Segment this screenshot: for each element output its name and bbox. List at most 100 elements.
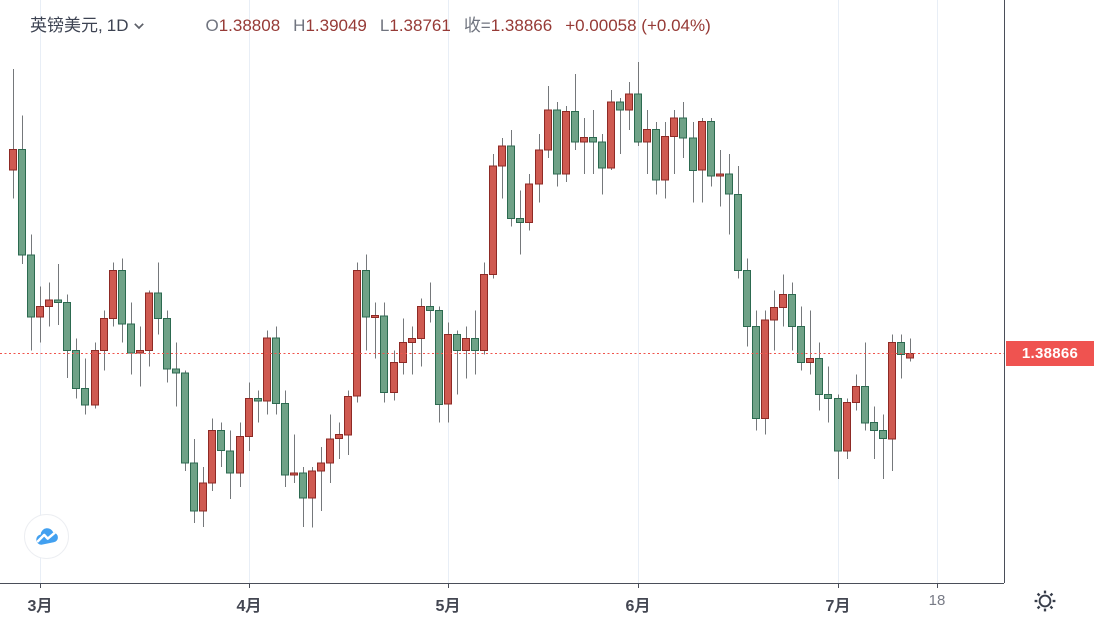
candle-down [380, 315, 388, 393]
candle-up [462, 338, 470, 352]
candle-down [226, 450, 234, 474]
candle-down [435, 310, 443, 405]
symbol-separator: , [98, 16, 103, 35]
candle-up [670, 117, 678, 137]
candle-up [317, 462, 325, 472]
candle-down [824, 394, 832, 400]
candle-down [707, 120, 715, 177]
candle-up [535, 149, 543, 185]
candle-up [208, 430, 216, 484]
candle-down [63, 302, 71, 352]
close-value: 1.38866 [490, 16, 553, 35]
low-label: L [379, 16, 390, 35]
candle-up [888, 342, 896, 440]
candle-down [634, 93, 642, 143]
candle-down [725, 173, 733, 195]
candle-up [326, 438, 334, 464]
chevron-down-icon[interactable] [133, 22, 145, 30]
candle-up [843, 402, 851, 452]
time-axis-label: 4月 [236, 598, 262, 615]
low-readout: L1.38761 [380, 16, 451, 36]
time-axis-label: 18 [928, 592, 946, 609]
candle-down [679, 117, 687, 139]
high-value: 1.39049 [305, 16, 367, 35]
candle-down [743, 269, 751, 327]
candle-down [181, 372, 189, 464]
candle-up [290, 472, 298, 476]
candle-up [562, 111, 570, 175]
time-axis-tick [937, 584, 938, 588]
time-axis-label: 7月 [825, 598, 851, 615]
candle-up [236, 435, 244, 474]
candle-up [136, 350, 144, 354]
candle-up [489, 165, 497, 275]
logo-button[interactable] [24, 514, 69, 559]
candle-up [544, 109, 552, 151]
candle-up [444, 334, 452, 405]
gear-icon[interactable] [1033, 589, 1057, 613]
candle-down [879, 430, 887, 440]
change-value: +0.00058 (+0.04%) [565, 16, 711, 35]
candle-down [589, 136, 597, 143]
candle-down [516, 217, 524, 223]
candle-down [154, 292, 162, 320]
candle-up [91, 350, 99, 406]
time-axis-label: 6月 [625, 598, 651, 615]
candle-down [797, 326, 805, 364]
candle-down [362, 269, 370, 318]
candle-up [9, 148, 17, 171]
candle-up [480, 273, 488, 352]
candle-down [217, 430, 225, 452]
time-axis[interactable]: 3月 4月 5月 6月 7月 18 [0, 583, 1096, 619]
candle-down [616, 101, 624, 111]
candle-down [54, 299, 62, 304]
candle-down [254, 398, 262, 402]
candle-down [163, 318, 171, 370]
candle-down [426, 306, 434, 311]
ohlc-readout: O1.38808 H1.39049 L1.38761 收=1.38866 +0.… [205, 11, 710, 36]
last-price-label: 1.38866 [1006, 341, 1094, 366]
candle-up [779, 294, 787, 308]
time-axis-tick [249, 584, 250, 588]
candlestick-chart-canvas[interactable] [0, 0, 1005, 583]
interval-selector[interactable]: 1D [106, 16, 129, 35]
candle-up [308, 470, 316, 499]
candle-up [525, 183, 533, 223]
candle-down [598, 141, 606, 169]
candle-down [81, 387, 89, 406]
high-readout: H1.39049 [293, 16, 367, 36]
candle-up [100, 318, 108, 352]
candle-down [834, 398, 842, 452]
candle-up [852, 386, 860, 404]
candle-down [689, 137, 697, 171]
candle-down [471, 338, 479, 352]
open-readout: O1.38808 [205, 16, 280, 36]
time-axis-tick [838, 584, 839, 588]
candle-up [607, 101, 615, 169]
price-axis[interactable]: 1.38866 [1004, 0, 1096, 619]
axis-settings-corner[interactable] [1004, 583, 1096, 619]
time-axis-tick [40, 584, 41, 588]
candle-up [45, 299, 53, 308]
candle-up [408, 338, 416, 344]
cloud-chart-logo-icon [35, 527, 58, 545]
candle-down [734, 193, 742, 271]
chart-legend: 英镑美元, 1D O1.38808 H1.39049 L1.38761 收=1.… [30, 11, 711, 36]
candle-up [761, 319, 769, 420]
candle-up [661, 136, 669, 181]
low-value: 1.38761 [389, 16, 451, 35]
candle-up [390, 362, 398, 393]
candle-down [897, 342, 905, 356]
candle-down [190, 462, 198, 512]
symbol-title[interactable]: 英镑美元, 1D [30, 11, 145, 36]
candle-up [417, 306, 425, 340]
candle-up [353, 269, 361, 397]
high-label: H [293, 16, 306, 35]
candle-down [652, 128, 660, 181]
symbol-name[interactable]: 英镑美元 [30, 16, 98, 35]
candle-down [788, 294, 796, 328]
open-label: O [205, 16, 219, 35]
candle-up [716, 173, 724, 177]
candle-down [272, 337, 280, 404]
